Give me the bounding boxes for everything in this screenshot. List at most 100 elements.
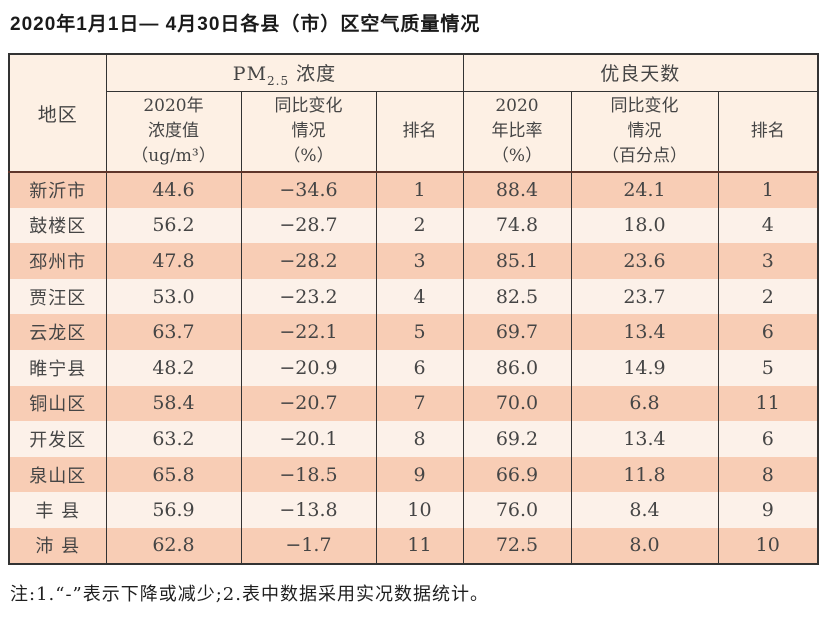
cell-region: 丰 县 xyxy=(8,492,107,528)
cell-pm-value: 63.7 xyxy=(105,314,242,350)
cell-good-rate: 72.5 xyxy=(462,527,572,564)
footnote: 注:1.“-”表示下降或减少;2.表中数据采用实况数据统计。 xyxy=(10,583,489,605)
cell-region: 开发区 xyxy=(8,421,107,457)
cell-good-rate: 69.7 xyxy=(462,314,572,350)
cell-good-rank: 10 xyxy=(717,527,819,564)
cell-pm-value: 48.2 xyxy=(105,349,242,386)
cell-pm-rank: 6 xyxy=(375,349,464,386)
cell-good-change: 24.1 xyxy=(570,172,719,208)
cell-pm-value: 53.0 xyxy=(105,278,242,315)
cell-region: 贾汪区 xyxy=(8,278,107,315)
cell-good-rate: 70.0 xyxy=(462,385,572,422)
cell-pm-change: −20.1 xyxy=(240,421,377,457)
page-title: 2020年1月1日— 4月30日各县（市）区空气质量情况 xyxy=(10,14,481,35)
cell-region: 鼓楼区 xyxy=(8,207,107,244)
cell-good-change: 8.4 xyxy=(570,492,719,528)
cell-pm-rank: 11 xyxy=(375,527,464,564)
cell-pm-value: 56.9 xyxy=(105,492,242,528)
cell-good-change: 6.8 xyxy=(570,385,719,422)
header-sub-row: 2020年 浓度值 （ug/m³） 同比变化 情况 （%） 排名 2020 年比… xyxy=(9,91,819,172)
table-row: 邳州市 47.8 −28.2 3 85.1 23.6 3 xyxy=(8,243,819,279)
table-row: 云龙区 63.7 −22.1 5 69.7 13.4 6 xyxy=(8,314,819,350)
cell-region: 泉山区 xyxy=(8,456,107,493)
cell-region: 铜山区 xyxy=(8,385,107,422)
cell-good-rank: 11 xyxy=(717,385,819,422)
header-good-rate: 2020 年比率 （%） xyxy=(462,91,572,172)
table-row: 睢宁县 48.2 −20.9 6 86.0 14.9 5 xyxy=(8,349,819,386)
table-row: 丰 县 56.9 −13.8 10 76.0 8.4 9 xyxy=(8,492,819,528)
air-quality-table: 地区 PM2.5 浓度 优良天数 2020年 浓度值 （ug/m³） 同比变化 … xyxy=(8,53,819,565)
header-region: 地区 xyxy=(8,54,107,173)
cell-pm-rank: 4 xyxy=(375,278,464,315)
cell-pm-rank: 3 xyxy=(375,243,464,279)
cell-pm-change: −13.8 xyxy=(240,492,377,528)
header-pm-value: 2020年 浓度值 （ug/m³） xyxy=(105,91,242,172)
header-pm-rank: 排名 xyxy=(375,91,464,172)
cell-good-rate: 88.4 xyxy=(462,172,572,208)
cell-pm-value: 63.2 xyxy=(105,421,242,457)
cell-pm-rank: 1 xyxy=(375,172,464,208)
cell-good-change: 23.7 xyxy=(570,278,719,315)
cell-region: 云龙区 xyxy=(8,314,107,350)
cell-good-change: 18.0 xyxy=(570,207,719,244)
cell-good-rank: 1 xyxy=(717,172,819,208)
cell-good-rank: 8 xyxy=(717,456,819,493)
cell-pm-change: −18.5 xyxy=(240,456,377,493)
cell-good-rate: 66.9 xyxy=(462,456,572,493)
pm25-label-subscript: 2.5 xyxy=(267,74,290,89)
cell-region: 沛 县 xyxy=(8,527,107,564)
cell-pm-change: −20.7 xyxy=(240,385,377,422)
cell-good-change: 13.4 xyxy=(570,314,719,350)
cell-pm-change: −23.2 xyxy=(240,278,377,315)
table-row: 沛 县 62.8 −1.7 11 72.5 8.0 10 xyxy=(8,527,819,564)
header-group-pm25: PM2.5 浓度 xyxy=(105,54,464,92)
cell-pm-rank: 9 xyxy=(375,456,464,493)
cell-pm-change: −28.2 xyxy=(240,243,377,279)
cell-good-change: 8.0 xyxy=(570,527,719,564)
header-pm-change: 同比变化 情况 （%） xyxy=(240,91,377,172)
cell-pm-value: 47.8 xyxy=(105,243,242,279)
table-row: 贾汪区 53.0 −23.2 4 82.5 23.7 2 xyxy=(8,278,819,315)
cell-pm-value: 44.6 xyxy=(105,172,242,208)
cell-good-rate: 86.0 xyxy=(462,349,572,386)
cell-pm-value: 62.8 xyxy=(105,527,242,564)
cell-good-rank: 9 xyxy=(717,492,819,528)
cell-good-rate: 76.0 xyxy=(462,492,572,528)
cell-pm-change: −1.7 xyxy=(240,527,377,564)
cell-pm-change: −34.6 xyxy=(240,172,377,208)
cell-good-rank: 6 xyxy=(717,314,819,350)
cell-good-change: 13.4 xyxy=(570,421,719,457)
cell-pm-rank: 8 xyxy=(375,421,464,457)
pm25-label-suffix: 浓度 xyxy=(289,63,337,86)
cell-pm-rank: 5 xyxy=(375,314,464,350)
header-good-rank: 排名 xyxy=(717,91,819,172)
cell-good-change: 23.6 xyxy=(570,243,719,279)
table-row: 开发区 63.2 −20.1 8 69.2 13.4 6 xyxy=(8,421,819,457)
cell-good-change: 14.9 xyxy=(570,349,719,386)
cell-good-rank: 2 xyxy=(717,278,819,315)
cell-pm-value: 56.2 xyxy=(105,207,242,244)
header-group-good-days: 优良天数 xyxy=(462,54,819,92)
cell-pm-value: 65.8 xyxy=(105,456,242,493)
table-row: 铜山区 58.4 −20.7 7 70.0 6.8 11 xyxy=(8,385,819,422)
cell-good-rate: 85.1 xyxy=(462,243,572,279)
cell-good-rate: 69.2 xyxy=(462,421,572,457)
cell-pm-change: −28.7 xyxy=(240,207,377,244)
cell-region: 新沂市 xyxy=(8,172,107,208)
header-group-row: 地区 PM2.5 浓度 优良天数 xyxy=(8,54,819,173)
cell-good-change: 11.8 xyxy=(570,456,719,493)
cell-good-rank: 5 xyxy=(717,349,819,386)
cell-good-rate: 82.5 xyxy=(462,278,572,315)
cell-good-rank: 6 xyxy=(717,421,819,457)
table-row: 鼓楼区 56.2 −28.7 2 74.8 18.0 4 xyxy=(8,207,819,244)
cell-region: 睢宁县 xyxy=(8,349,107,386)
cell-pm-value: 58.4 xyxy=(105,385,242,422)
table-body: 新沂市 44.6 −34.6 1 88.4 24.1 1 鼓楼区 56.2 −28.7 2 74.8 1… xyxy=(8,172,819,564)
table-row: 新沂市 44.6 −34.6 1 88.4 24.1 1 xyxy=(8,172,819,208)
cell-good-rate: 74.8 xyxy=(462,207,572,244)
cell-pm-rank: 2 xyxy=(375,207,464,244)
table-header: 地区 PM2.5 浓度 优良天数 2020年 浓度值 （ug/m³） 同比变化 … xyxy=(8,54,819,173)
cell-good-rank: 4 xyxy=(717,207,819,244)
cell-good-rank: 3 xyxy=(717,243,819,279)
cell-pm-rank: 7 xyxy=(375,385,464,422)
